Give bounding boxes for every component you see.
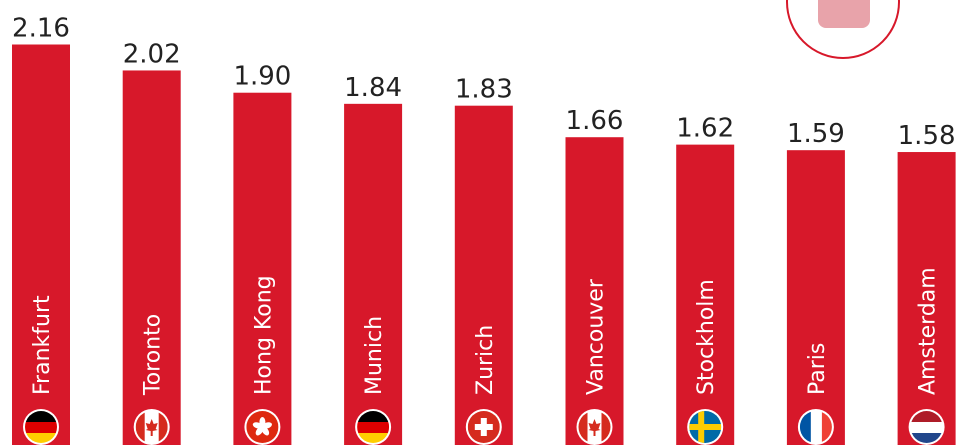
flag-image bbox=[135, 411, 168, 443]
flag bbox=[133, 409, 170, 445]
category-label: Frankfurt bbox=[30, 295, 55, 395]
flag-image bbox=[799, 411, 832, 443]
flag bbox=[908, 409, 945, 445]
flag-part bbox=[578, 411, 588, 443]
category-label: Toronto bbox=[141, 314, 166, 396]
flag-part bbox=[698, 411, 705, 443]
flag bbox=[244, 409, 281, 445]
data-label: 1.58 bbox=[898, 121, 956, 151]
flag-part bbox=[799, 411, 811, 443]
bar bbox=[897, 152, 956, 445]
flag-part bbox=[689, 424, 722, 430]
category-label: Amsterdam bbox=[916, 267, 941, 395]
flag-part bbox=[480, 418, 487, 436]
flag bbox=[465, 409, 502, 445]
bar bbox=[233, 92, 292, 445]
data-label: 1.59 bbox=[787, 119, 845, 149]
data-label: 1.84 bbox=[344, 73, 402, 103]
flag bbox=[576, 409, 613, 445]
flag-part bbox=[135, 411, 145, 443]
flag-part bbox=[145, 419, 158, 436]
data-label: 1.62 bbox=[676, 114, 734, 144]
category-label: Paris bbox=[805, 343, 830, 395]
category-label: Hong Kong bbox=[251, 275, 276, 395]
flag-part bbox=[252, 422, 263, 429]
category-label: Zurich bbox=[473, 325, 498, 395]
category-label: Munich bbox=[362, 316, 387, 395]
flag-part bbox=[261, 426, 270, 436]
data-label: 1.83 bbox=[455, 75, 513, 105]
flag-part bbox=[910, 433, 943, 443]
flag-part bbox=[357, 411, 390, 422]
flag-part bbox=[810, 411, 822, 443]
flag-part bbox=[25, 422, 57, 433]
bars: 2.16 Frankfurt 2.02 Toronto 1.90 Hong Kong 1.8… bbox=[12, 14, 956, 445]
bar bbox=[344, 103, 403, 445]
bar bbox=[454, 105, 513, 445]
flag-image bbox=[910, 411, 943, 443]
flag-image bbox=[357, 411, 390, 443]
flag-part bbox=[588, 419, 601, 436]
flag-image bbox=[689, 411, 722, 443]
category-label: Stockholm bbox=[694, 279, 719, 395]
flag-image bbox=[467, 411, 500, 443]
bar bbox=[122, 70, 181, 445]
flag-image bbox=[578, 411, 611, 443]
bar bbox=[786, 150, 845, 445]
flag-part bbox=[25, 411, 57, 422]
flag bbox=[355, 409, 392, 445]
data-label: 1.66 bbox=[566, 106, 624, 136]
flag-part bbox=[25, 433, 57, 443]
flag-part bbox=[357, 422, 390, 433]
flag-part bbox=[158, 411, 168, 443]
data-label: 2.16 bbox=[12, 14, 70, 44]
bar bbox=[12, 44, 70, 445]
flag-part bbox=[821, 411, 832, 443]
flag-part bbox=[910, 422, 943, 433]
flag-part bbox=[255, 426, 264, 436]
flag bbox=[23, 409, 59, 445]
flag-part bbox=[910, 411, 943, 422]
flag bbox=[687, 409, 724, 445]
data-label: 1.90 bbox=[233, 62, 291, 92]
data-label: 2.02 bbox=[123, 39, 181, 69]
category-label: Vancouver bbox=[584, 278, 609, 395]
corner-icon bbox=[786, 0, 900, 59]
flag-image bbox=[246, 411, 279, 443]
bar bbox=[676, 144, 735, 445]
flag bbox=[797, 409, 834, 445]
flag-part bbox=[601, 411, 611, 443]
bar bbox=[565, 137, 624, 445]
flag-image bbox=[25, 411, 57, 443]
flag-part bbox=[357, 433, 390, 443]
